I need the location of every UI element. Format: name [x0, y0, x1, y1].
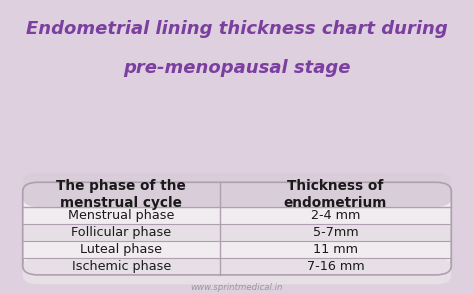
Text: 2-4 mm: 2-4 mm: [311, 209, 360, 222]
FancyBboxPatch shape: [23, 182, 451, 207]
FancyBboxPatch shape: [23, 173, 451, 207]
Text: Follicular phase: Follicular phase: [71, 226, 172, 239]
FancyBboxPatch shape: [23, 182, 451, 275]
Text: Thickness of
endometrium: Thickness of endometrium: [284, 179, 387, 210]
Bar: [23, 197, 451, 207]
Bar: [23, 207, 451, 224]
Text: pre-menopausal stage: pre-menopausal stage: [123, 59, 351, 77]
Text: Menstrual phase: Menstrual phase: [68, 209, 174, 222]
Text: Luteal phase: Luteal phase: [80, 243, 162, 256]
Bar: [23, 241, 451, 258]
Text: Ischemic phase: Ischemic phase: [72, 260, 171, 273]
Text: www.sprintmedical.in: www.sprintmedical.in: [191, 283, 283, 292]
Bar: [23, 182, 451, 207]
Text: Endometrial lining thickness chart during: Endometrial lining thickness chart durin…: [26, 20, 448, 39]
Bar: [23, 265, 451, 275]
Text: 5-7mm: 5-7mm: [313, 226, 358, 239]
Bar: [23, 224, 451, 241]
FancyBboxPatch shape: [23, 258, 451, 284]
Text: 7-16 mm: 7-16 mm: [307, 260, 365, 273]
Text: The phase of the
menstrual cycle: The phase of the menstrual cycle: [56, 179, 186, 210]
Text: 11 mm: 11 mm: [313, 243, 358, 256]
